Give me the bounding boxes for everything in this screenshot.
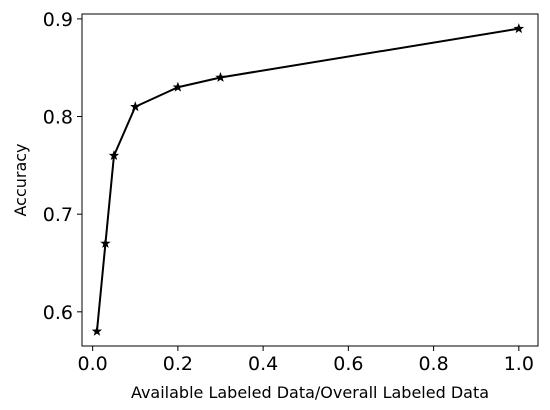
y-tick-label: 0.9 bbox=[43, 9, 73, 31]
y-axis-ticks: 0.6 0.7 0.8 0.9 bbox=[43, 9, 82, 324]
x-tick-label: 0.6 bbox=[333, 353, 363, 375]
x-tick-label: 0.0 bbox=[78, 353, 108, 375]
data-point-star bbox=[513, 23, 525, 34]
y-tick-label: 0.7 bbox=[43, 204, 73, 226]
plot-frame bbox=[81, 13, 539, 347]
data-point-star bbox=[100, 237, 111, 248]
series-line bbox=[95, 27, 519, 332]
data-point-star bbox=[172, 81, 184, 92]
plot-area bbox=[81, 13, 539, 347]
x-tick-label: 1.0 bbox=[504, 353, 534, 375]
x-tick-label: 0.4 bbox=[248, 353, 278, 375]
data-point-star bbox=[91, 325, 103, 336]
x-axis-title: Available Labeled Data/Overall Labeled D… bbox=[131, 383, 489, 402]
data-point-star bbox=[108, 150, 120, 161]
data-point-star bbox=[215, 71, 226, 82]
x-tick-label: 0.2 bbox=[163, 353, 193, 375]
y-axis-title: Accuracy bbox=[11, 143, 30, 216]
y-tick-label: 0.8 bbox=[43, 107, 73, 129]
y-tick-label: 0.6 bbox=[43, 302, 73, 324]
x-tick-label: 0.8 bbox=[418, 353, 448, 375]
x-axis-ticks: 0.0 0.2 0.4 0.6 0.8 1.0 bbox=[78, 346, 534, 375]
data-point-star bbox=[130, 101, 141, 112]
series-layer bbox=[91, 23, 525, 336]
